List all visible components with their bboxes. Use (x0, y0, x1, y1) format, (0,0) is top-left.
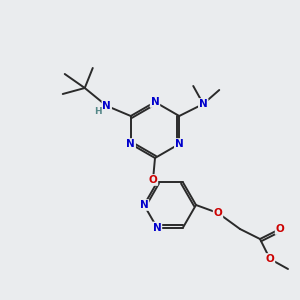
Text: N: N (175, 139, 184, 149)
Text: N: N (199, 99, 208, 109)
Text: N: N (151, 97, 159, 107)
Text: O: O (148, 175, 158, 185)
Text: O: O (214, 208, 222, 218)
Text: O: O (276, 224, 284, 234)
Text: N: N (140, 200, 148, 210)
Text: H: H (94, 106, 102, 116)
Text: N: N (102, 101, 111, 111)
Text: N: N (153, 223, 161, 232)
Text: N: N (126, 139, 135, 149)
Text: O: O (266, 254, 274, 264)
